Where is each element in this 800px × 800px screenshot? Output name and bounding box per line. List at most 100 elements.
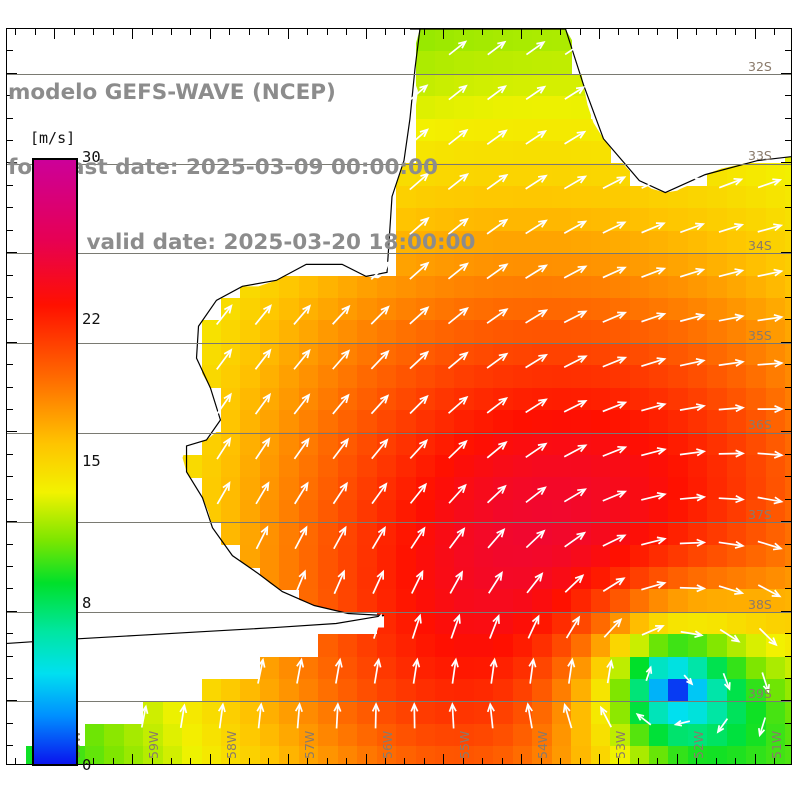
- raster-cell: [649, 230, 670, 254]
- raster-cell: [532, 522, 553, 546]
- raster-cell: [629, 454, 650, 478]
- raster-cell: [415, 342, 436, 366]
- raster-cell: [473, 566, 495, 591]
- raster-cell: [454, 589, 475, 613]
- raster-cell: [746, 701, 767, 725]
- raster-cell: [629, 679, 650, 703]
- raster-cell: [473, 746, 495, 764]
- raster-cell: [629, 320, 650, 344]
- raster-cell: [785, 163, 791, 187]
- raster-cell: [532, 118, 553, 142]
- lon-label-53W: 53W: [613, 730, 628, 759]
- raster-cell: [512, 432, 533, 456]
- lat-label-34S: 34S: [748, 238, 772, 254]
- raster-cell: [746, 611, 767, 635]
- raster-cell: [221, 432, 242, 456]
- raster-cell: [610, 499, 631, 523]
- colorbar-tick-22: 22: [82, 310, 101, 329]
- raster-cell: [298, 723, 319, 747]
- raster-cell: [84, 746, 105, 764]
- raster-cell: [765, 253, 786, 277]
- raster-cell: [376, 410, 397, 434]
- raster-cell: [279, 387, 300, 411]
- raster-cell: [259, 544, 281, 568]
- raster-cell: [551, 589, 572, 613]
- raster-cell: [240, 679, 261, 703]
- raster-cell: [629, 342, 650, 366]
- raster-cell: [532, 701, 553, 725]
- raster-cell: [240, 522, 261, 546]
- raster-cell: [473, 499, 495, 523]
- raster-cell: [726, 522, 747, 546]
- raster-cell: [376, 566, 397, 591]
- raster-cell: [357, 656, 378, 680]
- raster-cell: [376, 365, 397, 389]
- raster-cell: [376, 477, 397, 501]
- raster-cell: [668, 589, 689, 613]
- raster-cell: [551, 96, 572, 120]
- raster-cell: [610, 544, 631, 568]
- raster-cell: [707, 477, 728, 501]
- raster-cell: [396, 432, 417, 456]
- raster-cell: [571, 499, 592, 523]
- raster-cell: [746, 477, 767, 501]
- raster-cell: [473, 320, 495, 344]
- raster-cell: [298, 410, 319, 434]
- lat-label-35S: 35S: [748, 327, 772, 343]
- raster-cell: [454, 656, 475, 680]
- raster-cell: [551, 410, 572, 434]
- raster-cell: [765, 566, 786, 591]
- raster-cell: [259, 522, 281, 546]
- raster-cell: [571, 230, 592, 254]
- raster-cell: [240, 342, 261, 366]
- raster-cell: [765, 365, 786, 389]
- raster-cell: [785, 118, 791, 142]
- raster-cell: [473, 522, 495, 546]
- raster-cell: [551, 51, 572, 75]
- raster-cell: [590, 230, 611, 254]
- raster-cell: [668, 342, 689, 366]
- raster-cell: [668, 230, 689, 254]
- raster-cell: [318, 566, 339, 591]
- colorbar-tick-30: 30: [82, 148, 101, 166]
- raster-cell: [298, 477, 319, 501]
- raster-cell: [357, 499, 378, 523]
- raster-cell: [785, 51, 791, 75]
- raster-cell: [435, 746, 456, 764]
- raster-cell: [571, 723, 592, 747]
- raster-cell: [746, 387, 767, 411]
- raster-cell: [551, 566, 572, 591]
- raster-cell: [785, 611, 791, 635]
- raster-cell: [687, 679, 709, 703]
- raster-cell: [396, 589, 417, 613]
- raster-cell: [298, 656, 319, 680]
- raster-cell: [707, 432, 728, 456]
- colorbar-units-label: [m/s]: [30, 129, 76, 147]
- raster-cell: [435, 454, 456, 478]
- raster-cell: [454, 566, 475, 591]
- raster-cell: [649, 589, 670, 613]
- raster-cell: [396, 499, 417, 523]
- raster-cell: [143, 723, 164, 747]
- raster-cell: [318, 701, 339, 725]
- raster-cell: [590, 522, 611, 546]
- raster-cell: [493, 320, 514, 344]
- raster-cell: [532, 342, 553, 366]
- raster-cell: [337, 634, 358, 658]
- raster-cell: [279, 746, 300, 764]
- raster-cell: [532, 365, 553, 389]
- raster-cell: [687, 477, 709, 501]
- raster-cell: [590, 342, 611, 366]
- lon-label-57W: 57W: [301, 730, 317, 759]
- raster-cell: [726, 746, 747, 764]
- raster-cell: [629, 544, 650, 568]
- raster-cell: [357, 634, 378, 658]
- raster-cell: [649, 566, 670, 591]
- raster-cell: [512, 679, 533, 703]
- raster-cell: [668, 320, 689, 344]
- raster-cell: [707, 634, 728, 658]
- raster-cell: [415, 634, 436, 658]
- raster-cell: [785, 275, 791, 299]
- raster-cell: [551, 163, 572, 187]
- raster-cell: [512, 544, 533, 568]
